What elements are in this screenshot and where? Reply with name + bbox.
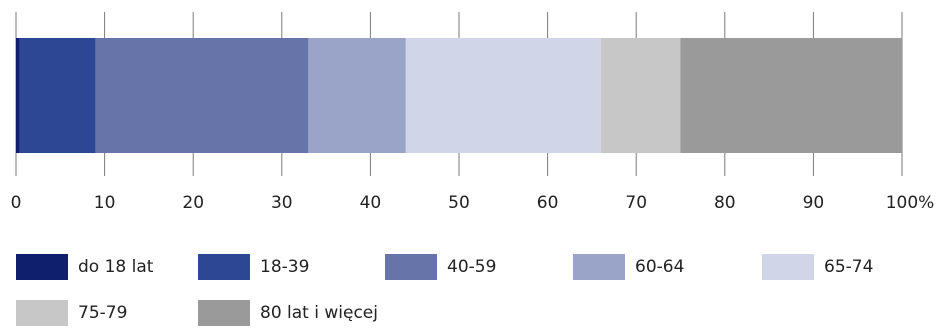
x-tick-label: 50	[448, 193, 470, 213]
x-tick-label: 100%	[886, 193, 935, 213]
bar-segment-3	[308, 38, 406, 153]
bar-segment-5	[600, 38, 681, 153]
x-tick-label: 90	[803, 193, 825, 213]
x-axis-ticks: 0 10 20 30 40 50 60 70 80 90 100%	[11, 193, 935, 213]
bar-segment-1	[19, 38, 96, 153]
bar-segments	[16, 38, 902, 153]
x-tick-label: 40	[360, 193, 382, 213]
bar-segment-2	[95, 38, 309, 153]
x-tick-label: 70	[625, 193, 647, 213]
x-tick-label: 60	[537, 193, 559, 213]
x-tick-label: 0	[11, 193, 22, 213]
bar-segment-6	[680, 38, 902, 153]
x-tick-label: 10	[94, 193, 116, 213]
bar-segment-0	[16, 38, 20, 153]
x-tick-label: 30	[271, 193, 293, 213]
x-tick-label: 80	[714, 193, 736, 213]
x-tick-label: 20	[182, 193, 204, 213]
bar-segment-4	[405, 38, 601, 153]
